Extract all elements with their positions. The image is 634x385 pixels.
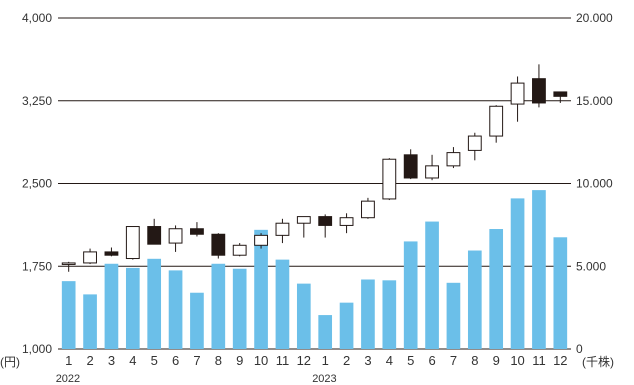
x-tick-label: 2 bbox=[86, 353, 93, 368]
volume-bar bbox=[190, 292, 204, 349]
gridlines bbox=[58, 17, 571, 350]
candle-body-up bbox=[83, 251, 97, 264]
right-tick-label: 15.000 bbox=[576, 94, 613, 108]
x-tick-label: 3 bbox=[364, 353, 371, 368]
volume-bars bbox=[61, 190, 568, 349]
x-tick-label: 2 bbox=[343, 353, 350, 368]
candle-body-up bbox=[168, 228, 183, 244]
x-tick-label: 11 bbox=[532, 353, 546, 368]
candle-body-up bbox=[425, 165, 439, 179]
candle-body-up bbox=[382, 158, 397, 200]
candle-body-down bbox=[190, 228, 204, 235]
left-tick-label: 4,000 bbox=[22, 11, 52, 25]
volume-bar bbox=[275, 259, 290, 349]
volume-bar bbox=[467, 250, 482, 349]
candle-body-down bbox=[318, 216, 333, 226]
volume-bar bbox=[296, 283, 311, 349]
candle-body-down bbox=[553, 91, 568, 97]
left-tick-label: 3,250 bbox=[22, 94, 52, 108]
volume-bar bbox=[553, 237, 568, 349]
volume-bar bbox=[403, 241, 418, 349]
x-tick-label: 10 bbox=[510, 353, 524, 368]
x-tick-label: 6 bbox=[172, 353, 179, 368]
volume-bar bbox=[532, 190, 546, 349]
candle-body-up bbox=[61, 262, 76, 265]
left-tick-label: 2,500 bbox=[22, 177, 52, 191]
x-tick-label: 3 bbox=[108, 353, 115, 368]
x-tick-label: 5 bbox=[151, 353, 158, 368]
x-tick-label: 9 bbox=[493, 353, 500, 368]
price-candles bbox=[61, 64, 568, 272]
candle-body-down bbox=[147, 226, 162, 245]
candle-body-down bbox=[532, 78, 546, 104]
x-tick-label: 6 bbox=[428, 353, 435, 368]
x-tick-label: 4 bbox=[386, 353, 393, 368]
candle-body-down bbox=[403, 154, 418, 179]
volume-bar bbox=[61, 281, 76, 349]
candle-body-up bbox=[361, 200, 375, 219]
left-axis-unit-label: (円) bbox=[0, 355, 20, 369]
right-axis-unit-label: (千株) bbox=[582, 354, 614, 369]
x-tick-label: 1 bbox=[65, 353, 72, 368]
candle-body-up bbox=[489, 105, 504, 137]
volume-bar bbox=[211, 263, 226, 349]
candle-body-up bbox=[510, 82, 525, 105]
candle-body-up bbox=[467, 135, 482, 151]
candle-body-up bbox=[446, 152, 461, 167]
x-tick-label: 5 bbox=[407, 353, 414, 368]
x-tick-label: 12 bbox=[297, 353, 311, 368]
year-label: 2023 bbox=[312, 373, 336, 385]
x-tick-label: 4 bbox=[129, 353, 136, 368]
volume-bar bbox=[361, 279, 375, 349]
year-label: 2022 bbox=[56, 373, 80, 385]
volume-bar bbox=[125, 267, 140, 349]
right-tick-label: 0 bbox=[576, 342, 583, 356]
candle-body-up bbox=[275, 222, 290, 236]
right-tick-label: 5.000 bbox=[576, 259, 606, 273]
right-axis-volume: (千株) 0 5.000 10.000 15.000 20.000 bbox=[576, 11, 614, 369]
volume-bar bbox=[510, 198, 525, 349]
x-tick-label: 11 bbox=[276, 353, 290, 368]
candle-body-down bbox=[211, 233, 226, 256]
left-tick-label: 1,750 bbox=[22, 259, 52, 273]
right-tick-label: 10.000 bbox=[576, 177, 613, 191]
candle-body-up bbox=[254, 234, 268, 246]
volume-bar bbox=[83, 294, 97, 349]
x-tick-label: 9 bbox=[236, 353, 243, 368]
x-tick-label: 7 bbox=[450, 353, 457, 368]
volume-bar bbox=[489, 229, 504, 349]
candle-body-down bbox=[104, 251, 119, 256]
volume-bar bbox=[425, 221, 439, 349]
x-tick-label: 12 bbox=[553, 353, 567, 368]
volume-bar bbox=[318, 315, 333, 349]
x-tick-label: 7 bbox=[193, 353, 200, 368]
candle-body-up bbox=[125, 226, 140, 260]
candle-body-up bbox=[232, 244, 247, 256]
volume-bar bbox=[147, 258, 162, 349]
x-tick-label: 8 bbox=[215, 353, 222, 368]
volume-bar bbox=[446, 282, 461, 349]
volume-bar bbox=[382, 280, 397, 349]
x-tick-label: 8 bbox=[471, 353, 478, 368]
left-axis-price: (円) 1,000 1,750 2,500 3,250 4,000 bbox=[0, 11, 52, 369]
volume-bar bbox=[104, 263, 119, 349]
volume-bar bbox=[254, 229, 268, 349]
volume-bar bbox=[339, 302, 354, 349]
volume-bar bbox=[232, 268, 247, 349]
candle-body-up bbox=[339, 217, 354, 226]
candle-body-up bbox=[296, 216, 311, 224]
x-tick-label: 10 bbox=[254, 353, 268, 368]
volume-bar bbox=[168, 270, 183, 349]
left-tick-label: 1,000 bbox=[22, 342, 52, 356]
right-tick-label: 20.000 bbox=[576, 11, 613, 25]
x-tick-label: 1 bbox=[322, 353, 329, 368]
